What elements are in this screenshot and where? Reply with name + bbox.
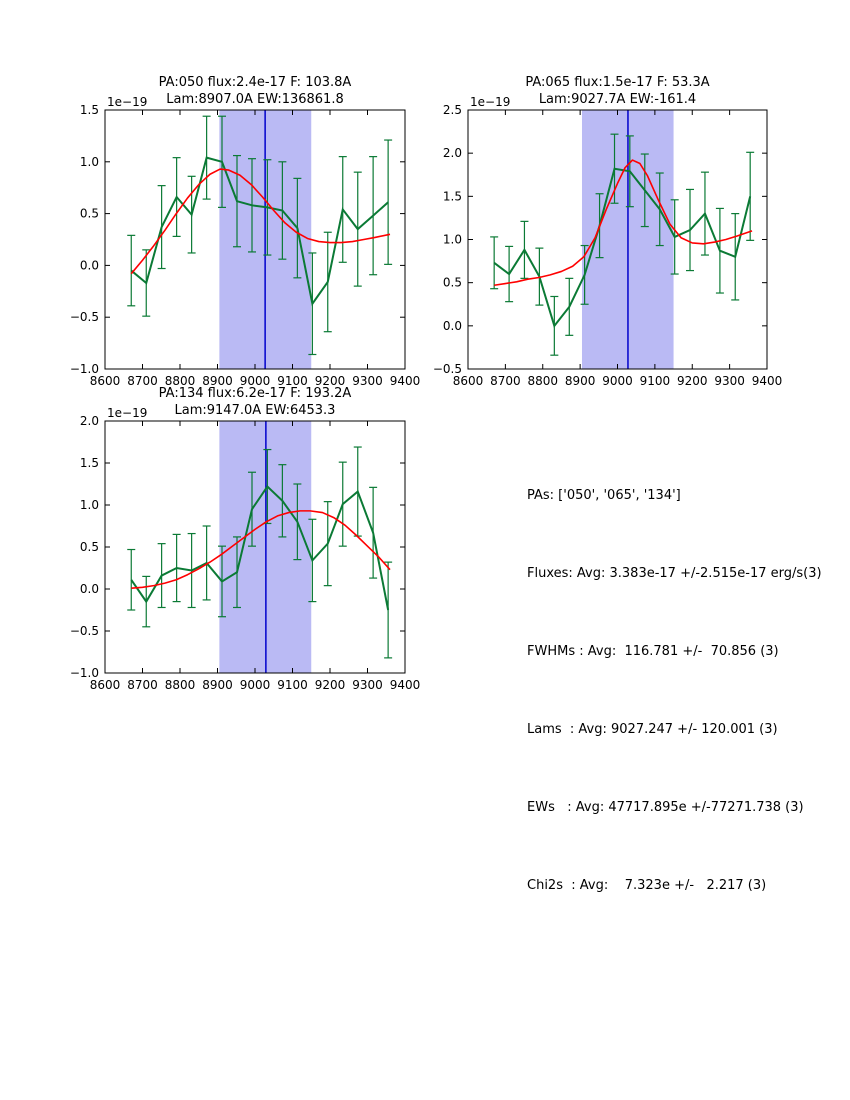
- y-tick-label: 2.0: [443, 146, 462, 160]
- x-tick-label: 9300: [352, 678, 383, 692]
- gaussian-fit-line: [130, 168, 391, 275]
- y-tick-label: 2.5: [443, 103, 462, 117]
- y-tick-label: 1.5: [80, 103, 99, 117]
- stats-line-pas: PAs: ['050', '065', '134']: [527, 488, 681, 503]
- stats-line-fluxes: Fluxes: Avg: 3.383e-17 +/-2.515e-17 erg/…: [527, 566, 822, 581]
- y-tick-label: 0.5: [80, 207, 99, 221]
- y-tick-label: 0.5: [443, 276, 462, 290]
- stats-line-chi2s: Chi2s : Avg: 7.323e +/- 2.217 (3): [527, 878, 767, 893]
- y-axis-offset-label: 1e−19: [107, 406, 147, 420]
- x-tick-label: 9000: [240, 678, 271, 692]
- chart-title-line2: Lam:9147.0A EW:6453.3: [175, 403, 336, 418]
- spectrum-data-line: [130, 484, 390, 611]
- y-tick-label: −0.5: [70, 310, 99, 324]
- x-tick-label: 9400: [752, 374, 783, 388]
- x-tick-label: 8700: [127, 374, 158, 388]
- x-tick-label: 9200: [315, 374, 346, 388]
- stats-line-fwhms: FWHMs : Avg: 116.781 +/- 70.856 (3): [527, 644, 779, 659]
- chart-pa065: 8600 8700 8800 8900 9000 9100 9200 9300 9400 −0.5…: [433, 75, 783, 388]
- y-tick-label: 1.0: [80, 498, 99, 512]
- chart-pa134: 8600 8700 8800 8900 9000 9100 9200 9300 9400 −1.0…: [70, 386, 421, 692]
- x-tick-label: 8600: [90, 374, 121, 388]
- x-tick-label: 9000: [602, 374, 633, 388]
- y-tick-label: 0.0: [80, 582, 99, 596]
- x-tick-label: 8800: [165, 678, 196, 692]
- x-tick-label: 8600: [453, 374, 484, 388]
- x-tick-label: 8900: [202, 678, 233, 692]
- stats-panel: PAs: ['050', '065', '134'] Fluxes: Avg: …: [527, 431, 822, 951]
- y-tick-label: −0.5: [70, 624, 99, 638]
- x-tick-label: 9100: [277, 678, 308, 692]
- error-bar: [746, 151, 755, 241]
- chart-title-line1: PA:134 flux:6.2e-17 F: 193.2A: [159, 386, 352, 401]
- stats-line-ews: EWs : Avg: 47717.895e +/-77271.738 (3): [527, 800, 804, 815]
- chart-title-line1: PA:065 flux:1.5e-17 F: 53.3A: [525, 75, 709, 90]
- y-tick-label: 2.0: [80, 414, 99, 428]
- x-tick-label: 9200: [677, 374, 708, 388]
- y-axis-offset-label: 1e−19: [470, 95, 510, 109]
- chart-title-line1: PA:050 flux:2.4e-17 F: 103.8A: [159, 75, 352, 90]
- x-tick-label: 8800: [165, 374, 196, 388]
- y-tick-label: 1.0: [80, 155, 99, 169]
- y-tick-label: −1.0: [70, 666, 99, 680]
- chart-pa050: 8600 8700 8800 8900 9000 9100 9200 9300 9400 −1.0…: [70, 75, 421, 388]
- stats-line-lams: Lams : Avg: 9027.247 +/- 120.001 (3): [527, 722, 778, 737]
- x-tick-label: 9100: [640, 374, 671, 388]
- x-tick-label: 8800: [527, 374, 558, 388]
- x-tick-label: 8700: [127, 678, 158, 692]
- gaussian-fit-line: [131, 510, 391, 589]
- x-tick-label: 8900: [202, 374, 233, 388]
- x-tick-label: 9300: [714, 374, 745, 388]
- y-tick-label: −1.0: [70, 362, 99, 376]
- gaussian-fit-line: [494, 159, 753, 287]
- chart-title-line2: Lam:9027.7A EW:-161.4: [539, 92, 696, 107]
- y-tick-label: 1.5: [443, 189, 462, 203]
- spectrum-data-line: [130, 156, 389, 307]
- x-tick-label: 8600: [90, 678, 121, 692]
- x-tick-label: 9000: [240, 374, 271, 388]
- y-tick-label: −0.5: [433, 362, 462, 376]
- y-tick-label: 1.0: [443, 233, 462, 247]
- spectrum-data-line: [493, 167, 752, 328]
- y-tick-label: 0.0: [80, 258, 99, 272]
- x-tick-label: 9100: [277, 374, 308, 388]
- x-tick-label: 9400: [390, 374, 421, 388]
- y-tick-label: 0.5: [80, 540, 99, 554]
- y-tick-label: 1.5: [80, 456, 99, 470]
- x-tick-label: 8900: [565, 374, 596, 388]
- x-tick-label: 9400: [390, 678, 421, 692]
- y-axis-offset-label: 1e−19: [107, 95, 147, 109]
- chart-title-line2: Lam:8907.0A EW:136861.8: [166, 92, 343, 107]
- x-tick-label: 9200: [315, 678, 346, 692]
- x-tick-label: 9300: [352, 374, 383, 388]
- y-tick-label: 0.0: [443, 319, 462, 333]
- x-tick-label: 8700: [490, 374, 521, 388]
